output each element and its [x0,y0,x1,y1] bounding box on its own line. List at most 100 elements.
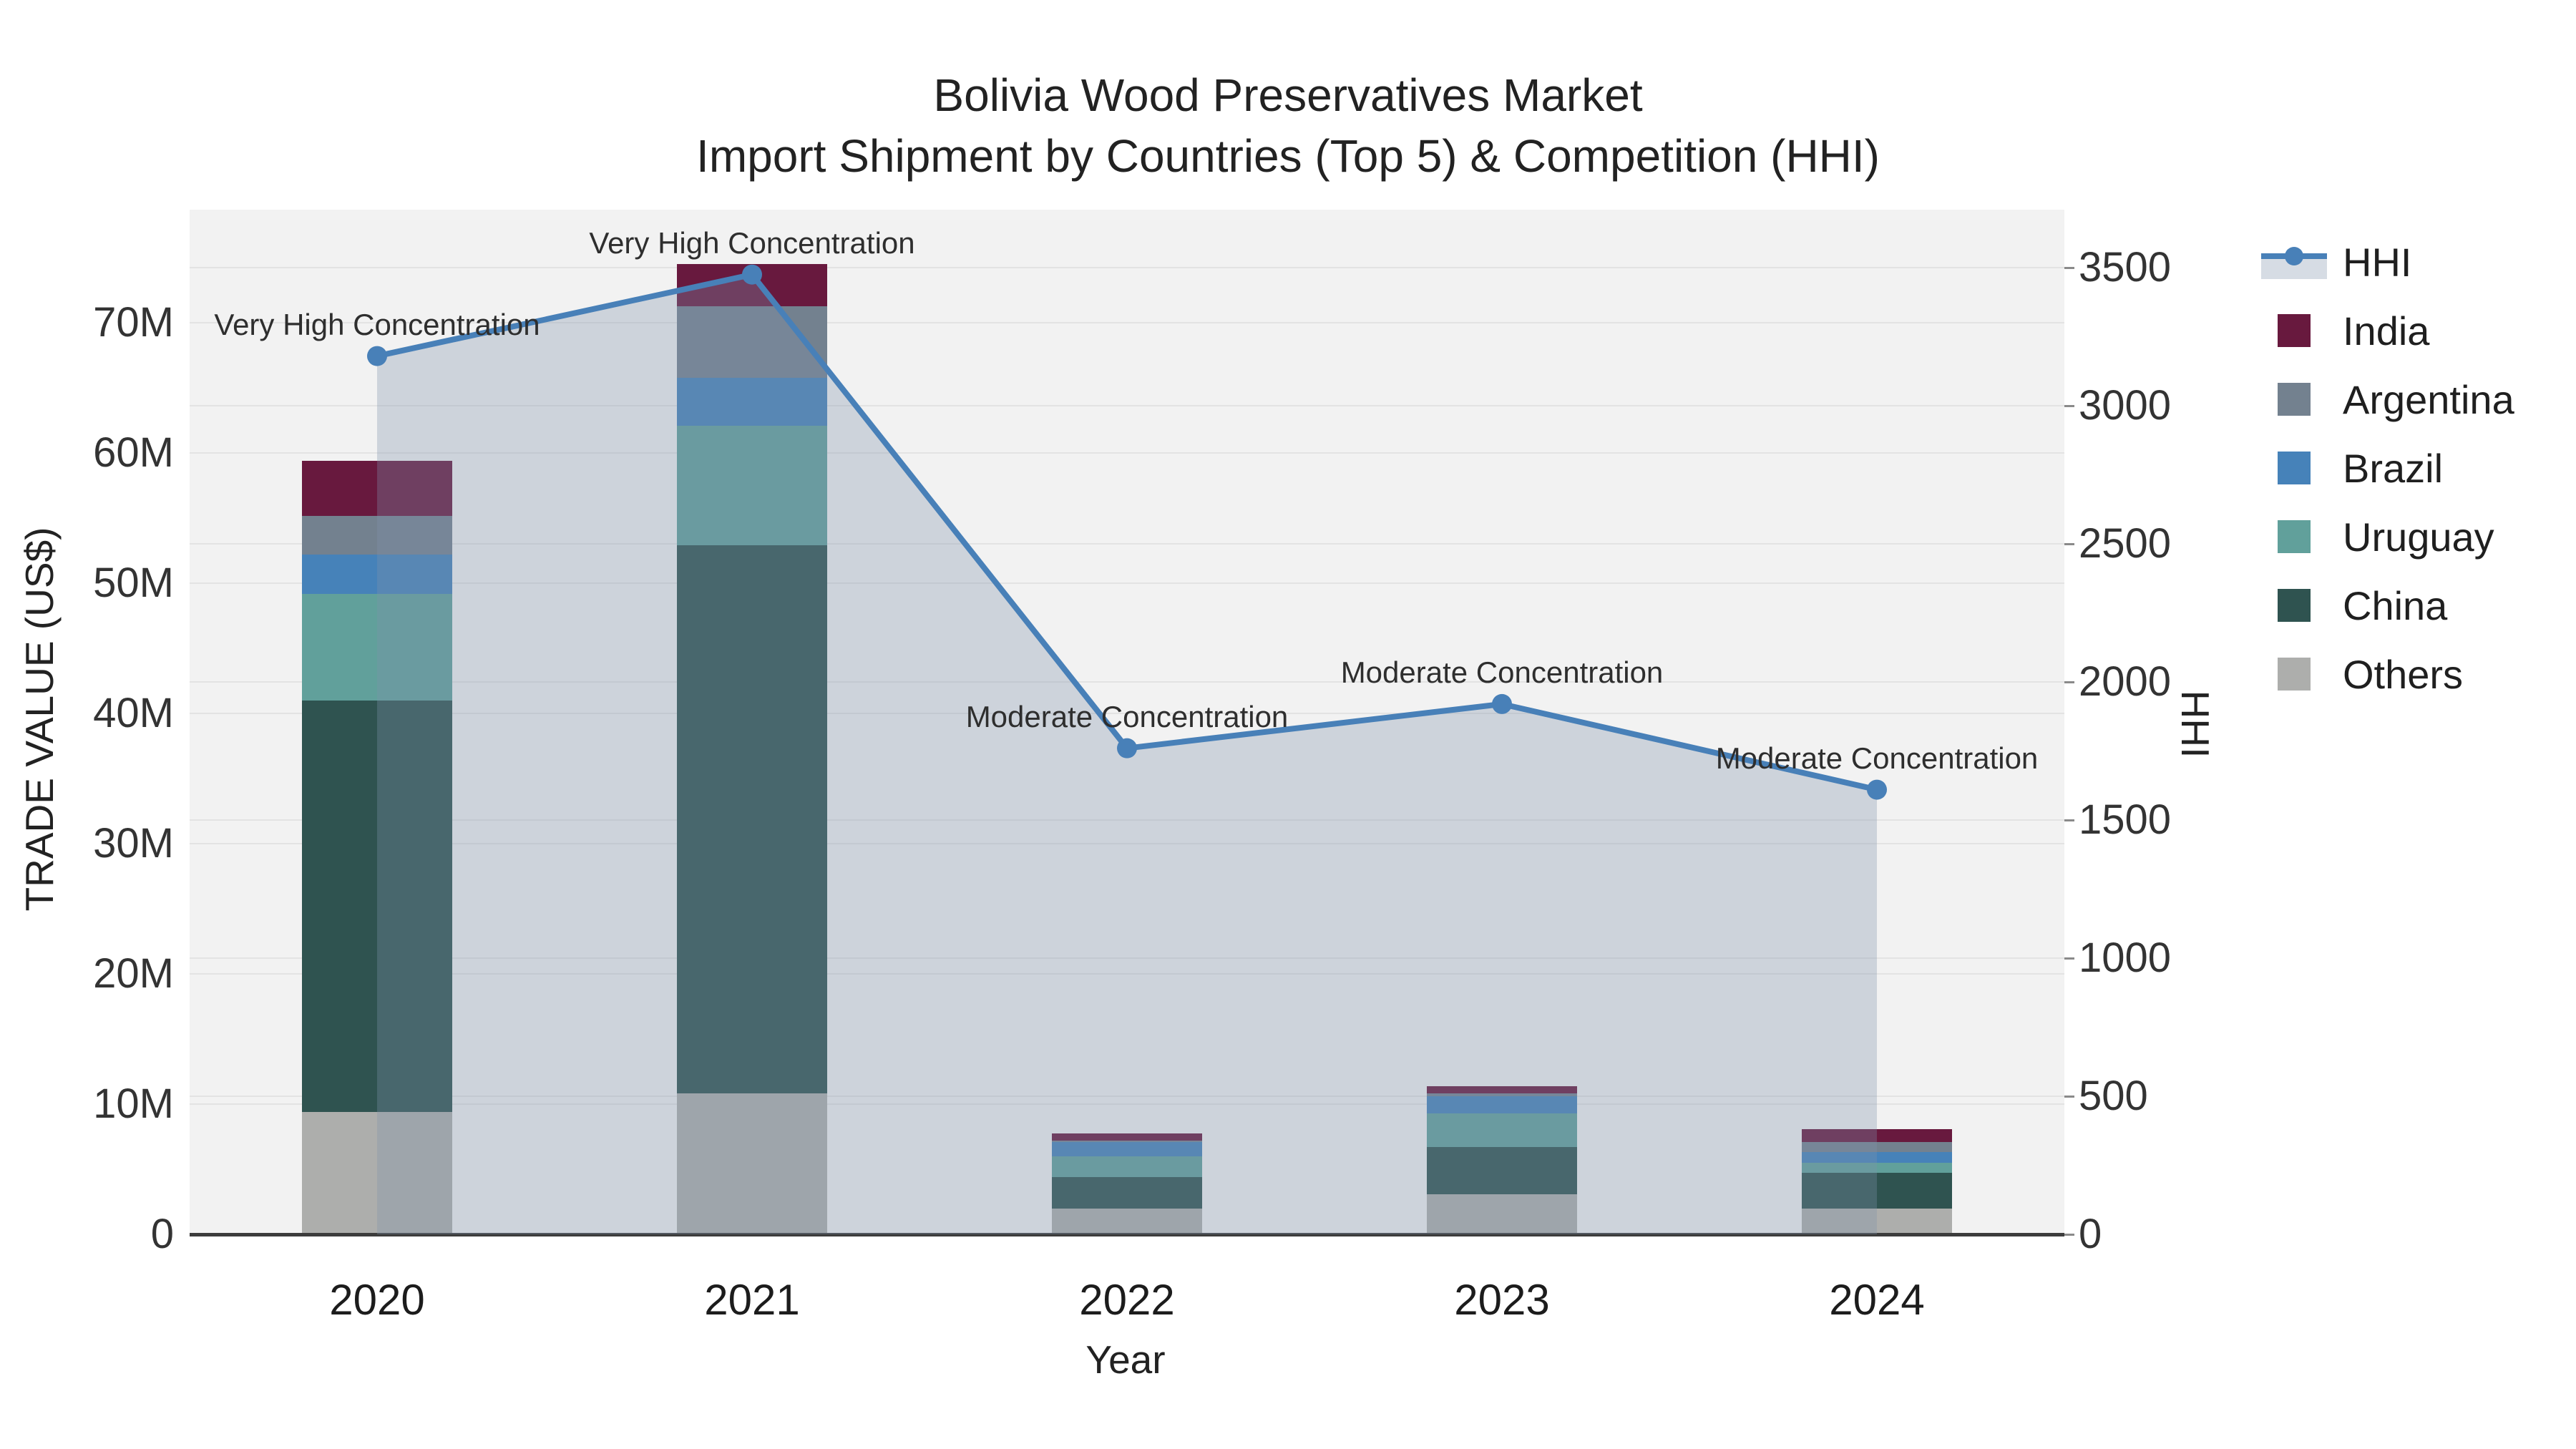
bar-2021-uruguay [677,426,827,546]
bar-2024-brazil [1802,1152,1952,1163]
y-right-tick-500: 500 [2079,1073,2148,1119]
x-tick-2021: 2021 [704,1276,800,1324]
y-right-tick-0: 0 [2079,1211,2102,1257]
y-right-tick-mark [2064,405,2074,408]
legend-item-argentina[interactable]: Argentina [2248,365,2514,434]
annotation-2022: Moderate Concentration [965,699,1289,733]
chart-title-line-1: Bolivia Wood Preservatives Market [933,69,1643,121]
legend-label-hhi: HHI [2343,239,2412,285]
legend-item-brazil[interactable]: Brazil [2248,434,2514,502]
y-left-tick-40M: 40M [93,690,174,737]
legend-label-others: Others [2343,651,2464,697]
y-right-tick-2500: 2500 [2079,520,2172,567]
y-right-tick-mark [2064,543,2074,546]
gridline-left-20 [190,973,2064,975]
bar-2022-argentina [1052,1140,1202,1142]
bar-2023-argentina [1427,1093,1577,1097]
legend-swatch-others [2248,658,2340,691]
bar-2023-china [1427,1147,1577,1194]
bar-2023-uruguay [1427,1113,1577,1148]
y-right-tick-3500: 3500 [2079,244,2172,291]
bar-2021-brazil [677,377,827,426]
legend-item-others[interactable]: Others [2248,640,2514,708]
argentina-swatch [2278,383,2311,416]
x-tick-2023: 2023 [1454,1276,1550,1324]
brazil-swatch [2278,452,2311,484]
y-left-tick-70M: 70M [93,299,174,346]
x-axis-title: Year [1085,1337,1166,1382]
annotation-2023: Moderate Concentration [1340,655,1664,689]
gridline-right-500 [190,1096,2064,1097]
bar-2021-others [677,1093,827,1234]
annotation-2020: Very High Concentration [214,307,540,341]
bar-2024-others [1802,1208,1952,1234]
y-right-tick-1500: 1500 [2079,796,2172,844]
gridline-left-50 [190,582,2064,585]
legend-item-hhi[interactable]: HHI [2248,228,2514,296]
bar-2020-china [302,700,452,1112]
x-tick-2022: 2022 [1079,1276,1175,1324]
bar-2021-argentina [677,306,827,378]
legend-label-brazil: Brazil [2343,445,2444,491]
y-left-tick-0: 0 [150,1211,174,1257]
gridline-right-3500 [190,267,2064,269]
legend-swatch-brazil [2248,452,2340,484]
china-swatch [2278,589,2311,622]
chart-title-line-2: Import Shipment by Countries (Top 5) & C… [696,130,1880,182]
bar-2020-argentina [302,515,452,555]
legend-item-china[interactable]: China [2248,571,2514,640]
y-right-tick-mark [2064,819,2074,822]
y-left-tick-10M: 10M [93,1080,174,1128]
y-right-tick-mark [2064,681,2074,684]
y-right-tick-mark [2064,267,2074,270]
annotation-2021: Very High Concentration [589,225,915,260]
x-tick-2024: 2024 [1829,1276,1925,1324]
bar-2022-others [1052,1208,1202,1234]
uruguay-swatch [2278,520,2311,553]
y-left-tick-30M: 30M [93,820,174,867]
gridline-right-2000 [190,681,2064,683]
legend-swatch-uruguay [2248,520,2340,553]
gridline-left-60 [190,452,2064,454]
annotation-2024: Moderate Concentration [1715,741,2039,775]
bar-2021-india [677,264,827,306]
bar-2020-others [302,1111,452,1234]
gridline-right-3000 [190,405,2064,407]
gridline-right-1000 [190,957,2064,960]
legend-swatch-india [2248,314,2340,347]
bar-2020-brazil [302,555,452,594]
legend-item-india[interactable]: India [2248,296,2514,365]
y-left-tick-50M: 50M [93,560,174,607]
y-right-tick-mark [2064,957,2074,960]
y-right-tick-mark [2064,1096,2074,1098]
y-right-tick-2000: 2000 [2079,658,2172,706]
x-tick-2020: 2020 [329,1276,425,1324]
bar-2022-china [1052,1176,1202,1209]
legend-swatch-argentina [2248,383,2340,416]
bar-2024-china [1802,1173,1952,1209]
gridline-right-2500 [190,543,2064,545]
legend-swatch-china [2248,589,2340,622]
y-left-tick-20M: 20M [93,950,174,997]
hhi-legend-glyph [2261,242,2327,282]
gridline-right-1500 [190,819,2064,821]
y-right-tick-mark [2064,1234,2074,1236]
bar-2023-india [1427,1085,1577,1094]
x-axis-line [190,1233,2064,1236]
bar-2024-argentina [1802,1141,1952,1153]
bar-2022-uruguay [1052,1156,1202,1177]
bar-2022-india [1052,1133,1202,1141]
legend-label-argentina: Argentina [2343,376,2514,422]
legend-label-india: India [2343,308,2430,353]
bar-2023-others [1427,1194,1577,1234]
y-left-tick-60M: 60M [93,429,174,477]
bar-2020-india [302,461,452,516]
india-swatch [2278,314,2311,347]
legend-item-uruguay[interactable]: Uruguay [2248,502,2514,571]
y-axis-left-title: TRADE VALUE (US$) [17,527,62,912]
legend-label-china: China [2343,582,2448,628]
bar-2024-india [1802,1128,1952,1142]
gridline-left-30 [190,843,2064,845]
gridline-left-10 [190,1103,2064,1106]
others-swatch [2278,658,2311,691]
